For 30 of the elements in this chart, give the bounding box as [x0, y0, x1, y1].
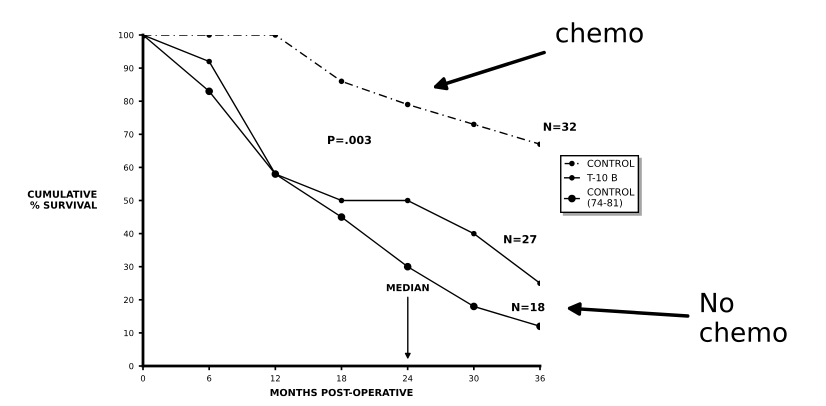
y-tick-label: 70: [124, 131, 134, 138]
y-tick-label: 100: [118, 32, 134, 38]
x-tick-label: 18: [337, 375, 346, 382]
y-tick-label: 90: [124, 65, 134, 72]
legend-label: CONTROL (74-81): [588, 188, 634, 208]
x-tick-label: 6: [207, 375, 212, 382]
x-tick-label: 24: [402, 375, 412, 382]
x-tick-label: 12: [270, 375, 280, 382]
y-tick-label: 10: [124, 330, 134, 336]
annotation: N=27: [504, 235, 536, 244]
y-tick-label: 80: [124, 98, 134, 104]
y-tick-label: 0: [129, 362, 134, 370]
text: No chemo: [700, 292, 787, 342]
y-tick-label: 20: [124, 296, 134, 304]
x-tick-label: 36: [535, 375, 545, 382]
annotation: P=.003: [328, 136, 371, 144]
x-tick-label: 0: [140, 375, 146, 382]
legend-label: T-10 B: [586, 174, 617, 182]
y-tick-label: 50: [124, 197, 134, 204]
x-axis-title: MONTHS POST-OPERATIVE: [270, 388, 413, 396]
y-tick-label: 60: [124, 164, 134, 171]
annotation: N=18: [512, 302, 544, 312]
text: N=32: [544, 122, 576, 131]
legend-label: CONTROL: [588, 160, 634, 168]
text: chemo: [556, 22, 643, 43]
annotation: MEDIAN: [386, 284, 429, 292]
x-tick-label: 30: [469, 375, 479, 382]
y-tick-label: 30: [124, 264, 134, 270]
y-axis-title: CUMULATIVE % SURVIVAL: [28, 190, 97, 209]
y-tick-label: 40: [124, 230, 134, 237]
